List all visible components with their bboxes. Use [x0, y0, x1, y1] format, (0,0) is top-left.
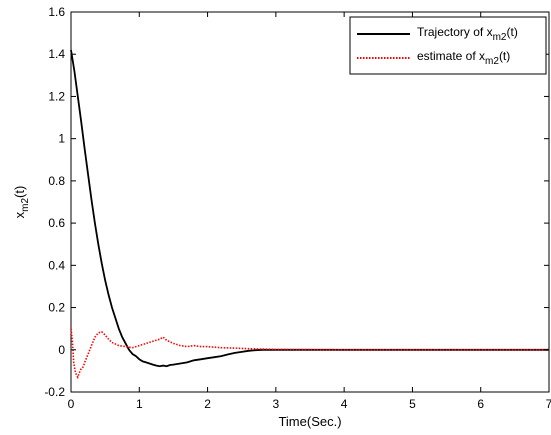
legend-label-trajectory-suffix: (t) — [506, 25, 517, 39]
x-tick-label: 0 — [68, 397, 75, 411]
legend-label-estimate-suffix: (t) — [499, 49, 510, 63]
y-tick-label: 0 — [58, 343, 65, 357]
y-tick-label: 0.6 — [48, 216, 65, 230]
tick-layer: 0 1 2 3 4 5 6 7-0.200.20.40.60.811.21.41.6 — [44, 5, 551, 411]
legend-label-estimate-prefix: estimate of x — [417, 49, 485, 63]
x-tick-label: 1 — [136, 397, 143, 411]
y-tick-label: 1.4 — [48, 47, 65, 61]
y-tick-label: 0.8 — [48, 174, 65, 188]
plot-area: 0 1 2 3 4 5 6 7-0.200.20.40.60.811.21.41.6 — [44, 5, 551, 411]
legend-label-estimate-sub: m2 — [485, 56, 499, 67]
legend-label-trajectory-prefix: Trajectory of x — [417, 25, 493, 39]
y-tick-label: 0.2 — [48, 301, 65, 315]
x-tick-label: 6 — [477, 397, 484, 411]
y-axis-label-sub: m2 — [20, 198, 31, 212]
series-line-trajectory — [70, 49, 549, 368]
y-tick-label: 1 — [58, 132, 65, 146]
x-axis-label: Time(Sec.) — [278, 414, 341, 429]
y-tick-label: 1.6 — [48, 5, 65, 19]
x-tick-label: 3 — [273, 397, 280, 411]
x-tick-label: 4 — [341, 397, 348, 411]
y-tick-label: -0.2 — [44, 385, 65, 399]
legend-label-trajectory-sub: m2 — [493, 32, 507, 43]
y-axis-label-base: x — [12, 211, 27, 218]
series-layer — [70, 49, 549, 380]
plot-frame — [70, 11, 550, 393]
x-tick-label: 5 — [409, 397, 416, 411]
x-tick-label: 7 — [546, 397, 551, 411]
legend-label-trajectory: Trajectory of xm2(t) — [417, 25, 518, 43]
y-tick-label: 1.2 — [48, 89, 65, 103]
series-line-estimate — [70, 328, 549, 380]
legend: Trajectory of xm2(t) estimate of xm2(t) — [349, 16, 547, 75]
y-tick-label: 0.4 — [48, 258, 65, 272]
y-axis-label-suffix: (t) — [12, 186, 27, 198]
y-axis-label: xm2(t) — [12, 186, 31, 219]
x-tick-label: 2 — [204, 397, 211, 411]
legend-label-estimate: estimate of xm2(t) — [417, 49, 510, 67]
legend-box — [349, 16, 547, 75]
